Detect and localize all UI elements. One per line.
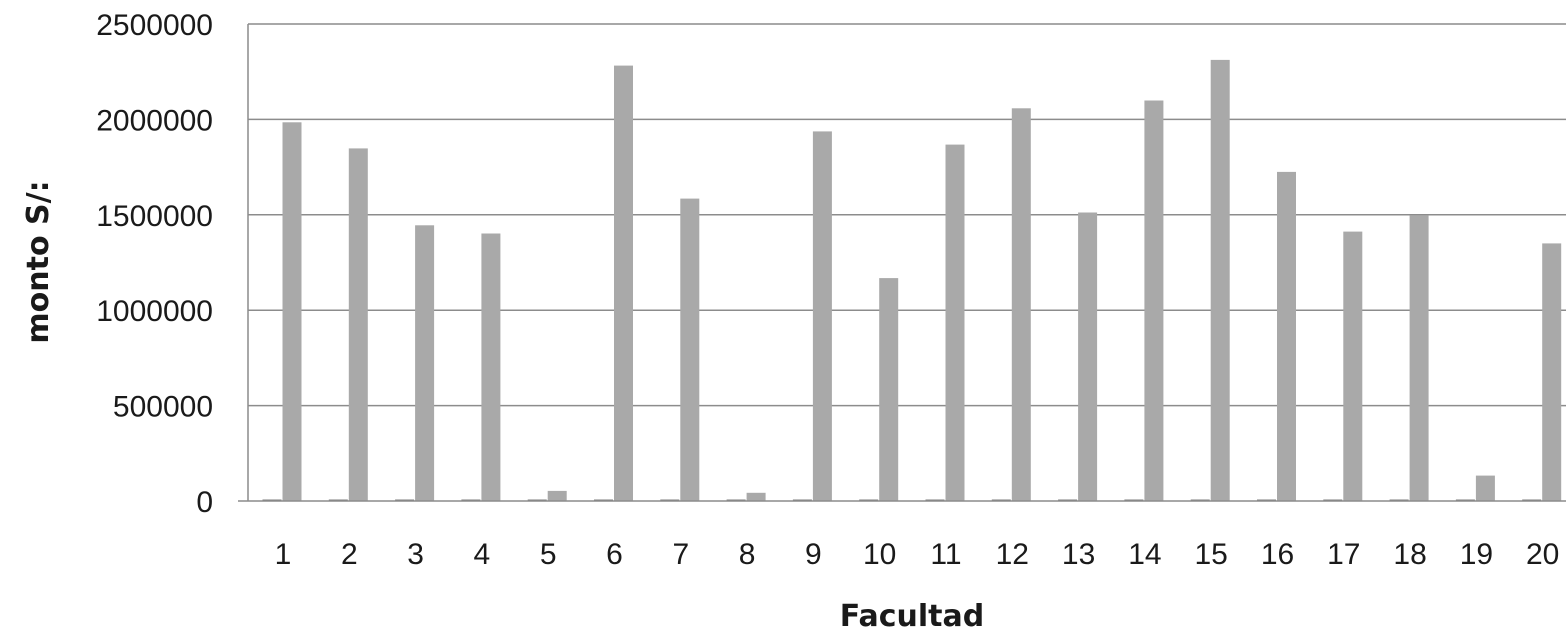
- bar-series-2-13: [1078, 212, 1098, 501]
- bar-series-2-2: [348, 148, 368, 501]
- x-tick-label: 4: [474, 538, 491, 571]
- bar-series-2-9: [812, 131, 832, 501]
- y-tick-label: 500000: [113, 391, 213, 424]
- x-tick-label: 2: [341, 538, 358, 571]
- x-tick-label: 11: [930, 538, 961, 571]
- x-tick-label: 9: [805, 538, 822, 571]
- x-tick-label: 17: [1327, 538, 1360, 571]
- bar-series-2-8: [746, 492, 766, 501]
- bar-series-2-18: [1409, 215, 1429, 501]
- bar-series-2-19: [1475, 475, 1495, 501]
- bar-series-2-11: [945, 144, 965, 501]
- x-tick-label: 13: [1062, 538, 1095, 571]
- y-tick-label: 2500000: [96, 9, 213, 42]
- x-tick-label: 14: [1128, 538, 1161, 571]
- x-tick-labels: 1 2 3 4 5 6 7 8 9 10 11 12 13 14 15 16 17 18 19 20: [275, 538, 1560, 571]
- bars-group: [262, 59, 1562, 502]
- bar-series-2-5: [547, 490, 567, 501]
- x-tick-label: 8: [739, 538, 756, 571]
- bar-series-2-12: [1011, 108, 1031, 502]
- bar-series-2-16: [1277, 171, 1296, 501]
- y-tick-label: 1500000: [96, 200, 213, 233]
- bar-series-2-20: [1542, 243, 1562, 501]
- y-tick-labels: 0 500000 1000000 1500000 2000000 2500000: [96, 9, 213, 519]
- x-tick-label: 19: [1460, 538, 1493, 571]
- x-tick-label: 12: [996, 538, 1029, 571]
- x-tick-label: 6: [606, 538, 623, 571]
- bar-series-2-17: [1343, 231, 1363, 501]
- x-tick-label: 10: [863, 538, 896, 571]
- bar-series-2-6: [614, 65, 633, 501]
- bar-series-2-4: [481, 233, 501, 501]
- x-tick-label: 7: [672, 538, 689, 571]
- x-tick-label: 20: [1526, 538, 1559, 571]
- y-tick-label: 1000000: [96, 295, 213, 328]
- bar-series-2-14: [1144, 100, 1164, 501]
- gridlines: [248, 23, 1566, 407]
- bar-series-2-7: [680, 198, 700, 501]
- x-tick-label: 1: [275, 538, 292, 571]
- bar-series-2-10: [879, 278, 899, 501]
- x-axis-title: Facultad: [840, 599, 984, 633]
- x-tick-label: 16: [1261, 538, 1294, 571]
- x-tick-label: 15: [1195, 538, 1228, 571]
- bar-series-2-15: [1210, 59, 1230, 502]
- bar-series-2-3: [415, 225, 435, 502]
- bar-series-2-1: [282, 122, 302, 502]
- y-tick-label: 2000000: [96, 104, 213, 137]
- y-axis-title: monto S/:: [21, 180, 56, 343]
- x-tick-label: 18: [1393, 538, 1426, 571]
- x-tick-label: 5: [540, 538, 557, 571]
- y-tick-label: 0: [196, 486, 213, 519]
- x-tick-label: 3: [407, 538, 424, 571]
